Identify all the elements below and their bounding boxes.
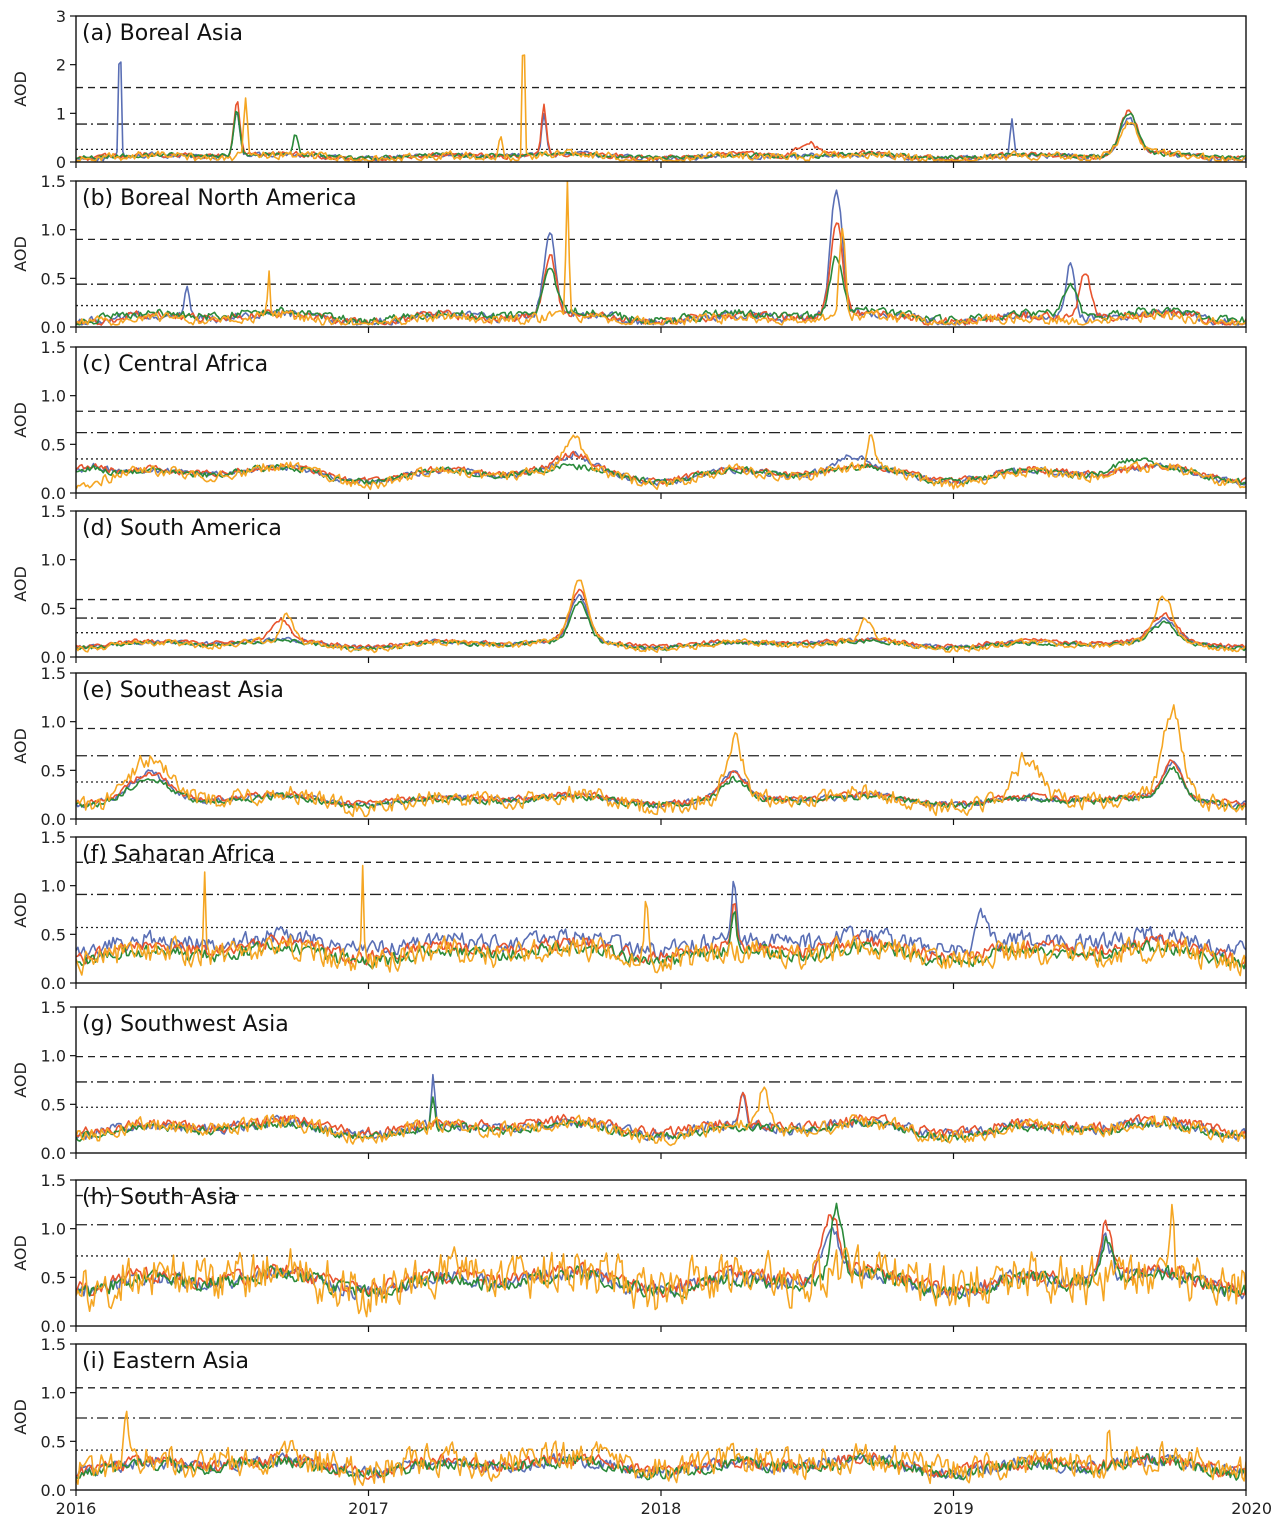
y-tick-label: 0.5 — [41, 761, 66, 780]
series-line-4 — [76, 704, 1246, 818]
y-tick-label: 1.5 — [41, 502, 66, 521]
series-line-4 — [76, 54, 1246, 162]
x-tick-label: 2017 — [348, 1499, 389, 1518]
y-tick-label: 0.0 — [41, 1144, 66, 1163]
x-tick-label: 2016 — [56, 1499, 97, 1518]
panel-2: 0.0 0.5 1.0 1.5 AOD (b) Boreal North America — [11, 172, 1247, 337]
y-axis-label: AOD — [11, 402, 30, 438]
panel-4: 0.0 0.5 1.0 1.5 AOD (d) South America — [11, 502, 1247, 667]
y-tick-label: 1.0 — [41, 1384, 66, 1403]
panel-5: 0.0 0.5 1.0 1.5 AOD (e) Southeast Asia — [11, 664, 1247, 829]
y-tick-label: 1.5 — [41, 1171, 66, 1190]
y-tick-label: 0.5 — [41, 435, 66, 454]
panel-title: (e) Southeast Asia — [82, 678, 284, 703]
plot-frame — [75, 1179, 1247, 1327]
y-tick-label: 1.0 — [41, 551, 66, 570]
y-tick-label: 0.0 — [41, 484, 66, 503]
series-line-2 — [76, 450, 1246, 485]
series-line-2 — [76, 1214, 1246, 1298]
panel-8: 0.0 0.5 1.0 1.5 AOD (h) South Asia — [11, 1171, 1247, 1336]
y-tick-label: 0.0 — [41, 1317, 66, 1336]
y-axis-label: AOD — [11, 1062, 30, 1098]
y-tick-label: 1.5 — [41, 338, 66, 357]
y-axis-label: AOD — [11, 1235, 30, 1271]
y-axis-label: AOD — [11, 71, 30, 107]
y-axis-label: AOD — [11, 236, 30, 272]
y-tick-label: 0.5 — [41, 599, 66, 618]
panel-7: 0.0 0.5 1.0 1.5 AOD (g) Southwest Asia — [11, 998, 1247, 1163]
y-tick-label: 1.0 — [41, 387, 66, 406]
y-tick-label: 0.0 — [41, 318, 66, 337]
y-tick-label: 1.5 — [41, 998, 66, 1017]
y-axis-label: AOD — [11, 892, 30, 928]
panel-1: 0 1 2 3 AOD (a) Boreal Asia — [11, 7, 1247, 172]
x-tick-label: 2019 — [933, 1499, 974, 1518]
y-tick-label: 1.0 — [41, 1047, 66, 1066]
panel-title: (g) Southwest Asia — [82, 1012, 289, 1037]
panel-9: 0.0 0.5 1.0 1.5 AOD (i) Eastern Asia — [11, 1335, 1247, 1500]
y-tick-label: 1.0 — [41, 1220, 66, 1239]
series-line-3 — [76, 110, 1246, 161]
panel-title: (a) Boreal Asia — [82, 21, 243, 46]
series-line-4 — [76, 1203, 1246, 1318]
y-tick-label: 0.5 — [41, 1432, 66, 1451]
panel-title: (c) Central Africa — [82, 352, 268, 377]
y-tick-label: 2 — [56, 56, 66, 75]
y-axis-label: AOD — [11, 728, 30, 764]
series-line-2 — [76, 902, 1246, 966]
series-line-1 — [76, 593, 1246, 651]
y-tick-label: 1.5 — [41, 828, 66, 847]
y-tick-label: 0.0 — [41, 1481, 66, 1500]
series-line-4 — [76, 579, 1246, 654]
series-line-4 — [76, 864, 1246, 977]
y-tick-label: 0.0 — [41, 974, 66, 993]
series-line-4 — [76, 434, 1246, 491]
panel-title: (i) Eastern Asia — [82, 1349, 249, 1374]
series-line-4 — [76, 1086, 1246, 1147]
series-line-2 — [76, 101, 1246, 162]
y-tick-label: 1.5 — [41, 172, 66, 191]
series-line-4 — [76, 1410, 1246, 1487]
series-line-4 — [76, 181, 1246, 326]
panel-title: (f) Saharan Africa — [82, 842, 275, 867]
series-line-3 — [76, 766, 1246, 811]
series-line-2 — [76, 222, 1246, 326]
y-tick-label: 1.0 — [41, 221, 66, 240]
series-line-3 — [76, 255, 1246, 326]
panel-title: (b) Boreal North America — [82, 186, 357, 211]
x-tick-label: 2020 — [1231, 1499, 1272, 1518]
y-tick-label: 0.5 — [41, 1268, 66, 1287]
series-line-1 — [76, 61, 1246, 162]
series-line-3 — [76, 1202, 1246, 1300]
y-axis-label: AOD — [11, 1399, 30, 1435]
y-tick-label: 1.0 — [41, 877, 66, 896]
y-tick-label: 0.0 — [41, 810, 66, 829]
x-tick-label: 2018 — [641, 1499, 682, 1518]
y-tick-label: 1.5 — [41, 1335, 66, 1354]
y-tick-label: 0.5 — [41, 269, 66, 288]
y-tick-label: 1 — [56, 104, 66, 123]
series-line-3 — [76, 1452, 1246, 1481]
y-tick-label: 1.0 — [41, 713, 66, 732]
y-tick-label: 0.5 — [41, 925, 66, 944]
plot-frame — [75, 15, 1247, 163]
y-tick-label: 3 — [56, 7, 66, 26]
y-tick-label: 0 — [56, 153, 66, 172]
panel-6: 0.0 0.5 1.0 1.5 AOD (f) Saharan Africa — [11, 828, 1247, 993]
panel-3: 0.0 0.5 1.0 1.5 AOD (c) Central Africa — [11, 338, 1247, 503]
y-tick-label: 0.5 — [41, 1095, 66, 1114]
y-tick-label: 1.5 — [41, 664, 66, 683]
panel-title: (d) South America — [82, 516, 282, 541]
y-tick-label: 0.0 — [41, 648, 66, 667]
panel-title: (h) South Asia — [82, 1185, 237, 1210]
y-axis-label: AOD — [11, 566, 30, 602]
